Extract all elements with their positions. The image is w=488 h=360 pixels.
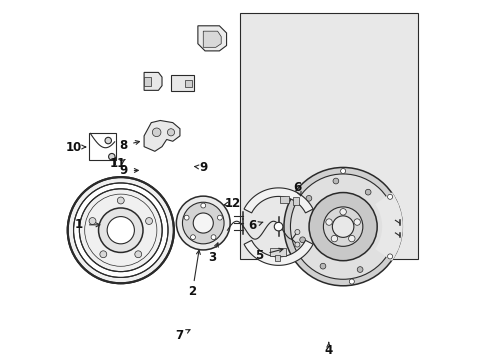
Circle shape [365,189,370,195]
Circle shape [108,153,115,160]
Circle shape [284,167,402,286]
Text: 9: 9 [119,164,127,177]
Circle shape [332,216,353,237]
Wedge shape [374,192,402,261]
Circle shape [145,217,152,225]
Polygon shape [171,75,194,91]
Circle shape [193,213,213,233]
Circle shape [330,235,337,242]
Circle shape [387,254,392,259]
Polygon shape [203,31,221,47]
Circle shape [105,137,111,144]
Text: 7: 7 [175,329,183,342]
Polygon shape [198,26,226,51]
Circle shape [190,235,195,240]
Text: 5: 5 [255,249,263,262]
Circle shape [323,207,362,246]
Polygon shape [244,240,312,265]
Circle shape [135,251,142,258]
Text: 9: 9 [199,161,207,174]
Circle shape [274,222,282,231]
Circle shape [117,197,124,204]
Circle shape [67,177,174,283]
Circle shape [79,189,162,271]
Circle shape [89,217,96,225]
Circle shape [294,229,299,234]
Circle shape [320,263,325,269]
Text: 6: 6 [293,181,301,194]
Circle shape [184,215,189,220]
Polygon shape [244,188,312,213]
Circle shape [99,208,142,252]
Bar [292,197,299,205]
Circle shape [201,203,205,208]
Bar [280,196,289,203]
Circle shape [293,254,298,259]
Circle shape [107,217,134,244]
Circle shape [348,235,354,242]
Circle shape [353,219,360,225]
Circle shape [73,183,168,278]
Circle shape [167,129,174,136]
Circle shape [182,202,224,244]
Circle shape [325,219,332,225]
Circle shape [332,178,338,184]
Polygon shape [144,121,180,151]
Text: 4: 4 [324,344,332,357]
Bar [144,77,151,86]
Circle shape [305,195,311,201]
Circle shape [293,194,298,199]
Circle shape [217,215,222,220]
Text: 2: 2 [188,285,196,298]
Circle shape [294,242,299,247]
Circle shape [176,196,230,250]
Text: 6: 6 [248,219,256,232]
Circle shape [339,208,346,215]
Circle shape [308,193,376,261]
Circle shape [152,128,161,136]
Circle shape [299,237,305,243]
Circle shape [348,279,354,284]
Bar [88,134,116,160]
Text: 1: 1 [75,218,82,231]
Circle shape [290,174,395,279]
Text: 11: 11 [110,157,126,170]
Bar [185,80,191,87]
Text: 12: 12 [224,197,240,210]
Circle shape [100,251,106,258]
Bar [269,248,285,256]
Text: 3: 3 [208,251,216,264]
Circle shape [357,267,362,273]
Circle shape [211,235,216,240]
Polygon shape [144,72,162,90]
Bar [240,13,418,259]
Text: 10: 10 [66,140,82,153]
Text: 8: 8 [119,139,127,152]
Circle shape [340,168,345,174]
Bar [274,255,280,261]
Circle shape [387,194,392,199]
